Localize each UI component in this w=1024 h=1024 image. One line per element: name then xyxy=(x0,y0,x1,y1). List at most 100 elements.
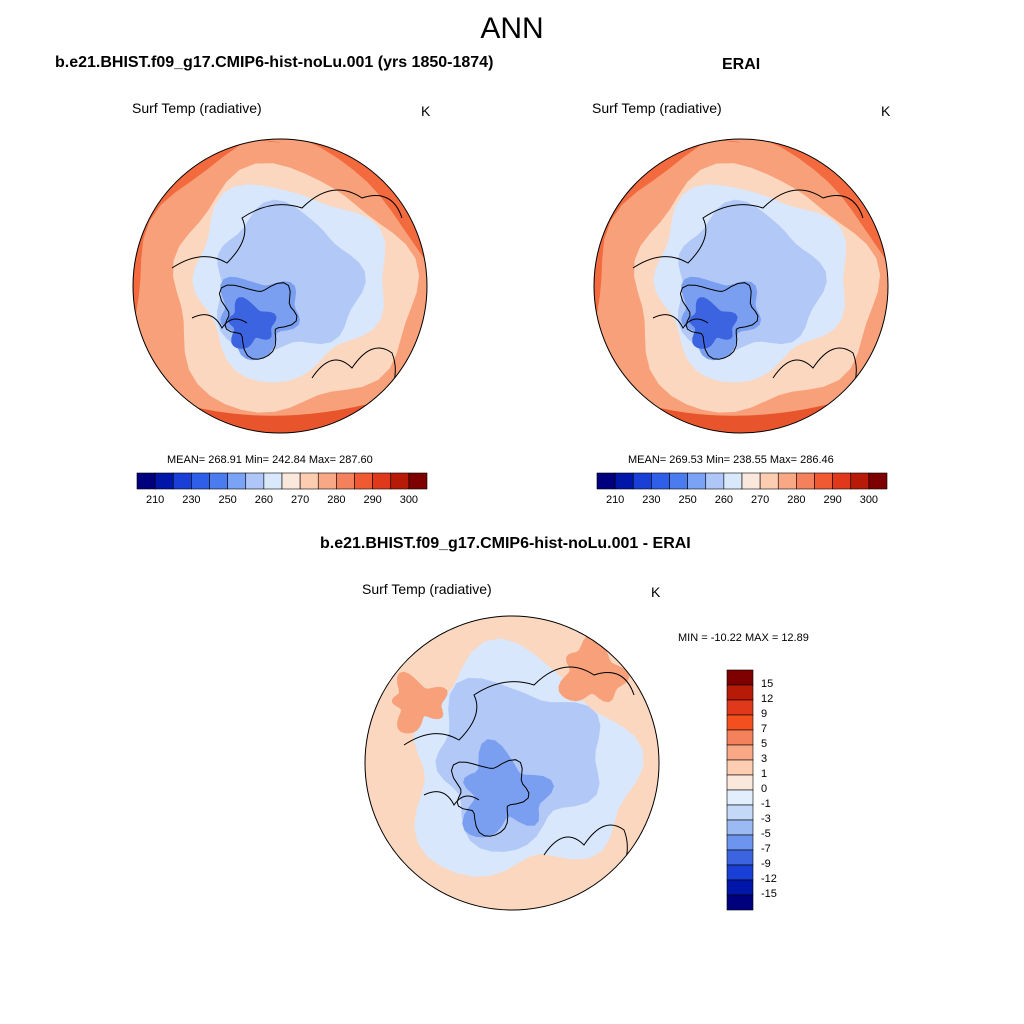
colorbar-swatch xyxy=(726,759,754,776)
colorbar-swatch xyxy=(372,472,392,490)
panel-2-units: K xyxy=(881,103,891,119)
panel-1-colorbar-labels: 210 230 250 260 270 280 290 300 xyxy=(137,494,427,508)
map-boundary xyxy=(593,138,889,434)
colorbar-tick-label: 15 xyxy=(761,678,774,690)
colorbar-tick-label: 9 xyxy=(761,708,768,720)
colorbar-swatch xyxy=(726,879,754,896)
colorbar-swatch xyxy=(687,472,707,490)
colorbar-swatch xyxy=(191,472,210,490)
colorbar-swatch xyxy=(651,472,670,490)
panel-3-field-label: Surf Temp (radiative) xyxy=(362,581,492,597)
colorbar-swatch xyxy=(632,472,652,490)
colorbar-tick-label: 3 xyxy=(761,753,768,765)
colorbar-swatch xyxy=(726,729,754,746)
panel-2-polar-map xyxy=(593,138,889,434)
panel-1-units: K xyxy=(421,103,431,119)
panel-3-stats: MIN = -10.22 MAX = 12.89 xyxy=(678,632,809,644)
colorbar-swatch xyxy=(245,472,265,490)
colorbar-swatch xyxy=(759,472,779,490)
colorbar-swatch xyxy=(390,472,410,490)
colorbar-swatch xyxy=(726,699,754,716)
panel-3-colorbar-labels: 15 12 9 7 5 3 1 0 -1 -3 -5 -7 -9 -12 -15 xyxy=(761,670,801,910)
colorbar-tick-label: 270 xyxy=(750,494,770,506)
colorbar-swatch xyxy=(726,714,754,731)
panel-2-stats: MEAN= 269.53 Min= 238.55 Max= 286.46 xyxy=(628,454,834,466)
colorbar-swatch xyxy=(154,472,174,490)
colorbar-swatch xyxy=(726,789,754,806)
panel-1-title: b.e21.BHIST.f09_g17.CMIP6-hist-noLu.001 … xyxy=(55,54,494,71)
colorbar-tick-label: 300 xyxy=(859,494,879,506)
colorbar-swatch xyxy=(596,472,616,490)
panel-1-stats: MEAN= 268.91 Min= 242.84 Max= 287.60 xyxy=(167,454,373,466)
colorbar-tick-label: 230 xyxy=(642,494,661,506)
figure-title: ANN xyxy=(480,12,544,45)
greenland-core-field xyxy=(228,297,277,349)
panel-3-title: b.e21.BHIST.f09_g17.CMIP6-hist-noLu.001 … xyxy=(320,535,691,552)
colorbar-swatch xyxy=(726,744,754,761)
colorbar-tick-label: 7 xyxy=(761,723,768,735)
colorbar-tick-label: 260 xyxy=(254,494,274,506)
colorbar-swatch xyxy=(723,472,743,490)
colorbar-tick-label: 280 xyxy=(787,494,806,506)
coastlines xyxy=(403,666,635,886)
greenland-core-field xyxy=(689,297,738,349)
colorbar-swatch xyxy=(726,684,754,701)
colorbar-tick-label: 210 xyxy=(605,494,625,506)
colorbar-swatch xyxy=(726,669,754,686)
colorbar-swatch xyxy=(317,472,337,490)
colorbar-swatch xyxy=(336,472,355,490)
colorbar-tick-label: 210 xyxy=(145,494,165,506)
colorbar-swatch xyxy=(136,472,156,490)
colorbar-swatch xyxy=(209,472,228,490)
colorbar-tick-label: -15 xyxy=(761,888,777,900)
colorbar-swatch xyxy=(726,819,754,836)
colorbar-swatch xyxy=(726,834,754,851)
colorbar-swatch xyxy=(777,472,797,490)
colorbar-tick-label: 290 xyxy=(823,494,842,506)
colorbar-tick-label: -5 xyxy=(761,828,771,840)
colorbar-tick-label: 1 xyxy=(761,768,768,780)
colorbar-tick-label: 290 xyxy=(363,494,382,506)
colorbar-tick-label: 260 xyxy=(714,494,734,506)
colorbar-tick-label: -1 xyxy=(761,798,771,810)
panel-3-colorbar xyxy=(726,669,754,911)
colorbar-swatch xyxy=(868,472,888,490)
colorbar-swatch xyxy=(408,472,428,490)
panel-3-units: K xyxy=(651,584,661,600)
panel-2-colorbar-labels: 210 230 250 260 270 280 290 300 xyxy=(597,494,887,508)
colorbar-tick-label: 0 xyxy=(761,783,768,795)
colorbar-tick-label: 250 xyxy=(678,494,697,506)
panel-1-field-label: Surf Temp (radiative) xyxy=(132,100,262,116)
colorbar-swatch xyxy=(741,472,761,490)
colorbar-tick-label: -9 xyxy=(761,858,771,870)
panel-1-colorbar xyxy=(136,472,428,490)
panel-2-colorbar xyxy=(596,472,888,490)
diff-band xyxy=(558,633,630,703)
colorbar-swatch xyxy=(263,472,283,490)
colorbar-tick-label: 300 xyxy=(399,494,419,506)
colorbar-swatch xyxy=(705,472,725,490)
colorbar-tick-label: -12 xyxy=(761,873,777,885)
colorbar-swatch xyxy=(354,472,373,490)
colorbar-swatch xyxy=(299,472,319,490)
panel-3-polar-map xyxy=(364,615,660,911)
colorbar-tick-label: 280 xyxy=(327,494,346,506)
colorbar-tick-label: -7 xyxy=(761,843,771,855)
colorbar-swatch xyxy=(726,804,754,821)
colorbar-tick-label: 250 xyxy=(218,494,237,506)
colorbar-swatch xyxy=(726,774,754,791)
colorbar-swatch xyxy=(850,472,870,490)
colorbar-swatch xyxy=(832,472,852,490)
colorbar-swatch xyxy=(726,894,754,911)
colorbar-swatch xyxy=(614,472,634,490)
panel-1-polar-map xyxy=(132,138,428,434)
colorbar-swatch xyxy=(669,472,688,490)
colorbar-swatch xyxy=(814,472,833,490)
colorbar-tick-label: -3 xyxy=(761,813,771,825)
colorbar-tick-label: 270 xyxy=(290,494,310,506)
panel-2-title: ERAI xyxy=(722,56,761,73)
colorbar-tick-label: 230 xyxy=(182,494,201,506)
panel-2-field-label: Surf Temp (radiative) xyxy=(592,100,722,116)
colorbar-swatch xyxy=(172,472,192,490)
map-boundary xyxy=(364,615,660,911)
